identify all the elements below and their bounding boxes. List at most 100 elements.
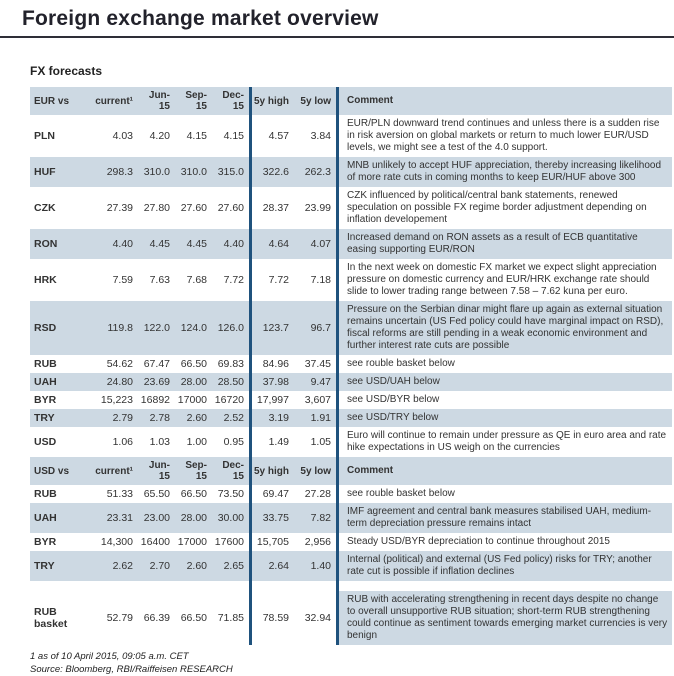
column-header-6-text: 5y low: [300, 95, 331, 107]
range-low-text: 27.28: [304, 488, 331, 500]
column-header-5-text: 5y high: [253, 95, 289, 107]
column-header-6: 5y low: [294, 87, 336, 115]
table-row: RSD 119.8 122.0 124.0 126.0 123.7 96.7 Pressure…: [30, 301, 672, 355]
table-row: TRY 2.62 2.70 2.60 2.65 2.64 1.40 Internal (pol…: [30, 551, 672, 581]
currency-label: BYR: [30, 391, 86, 409]
range-high: 322.6: [249, 157, 294, 187]
comment-cell-text: see USD/TRY below: [347, 412, 439, 423]
comment-cell-text: Euro will continue to remain under press…: [347, 430, 667, 453]
range-low: 7.82: [294, 503, 336, 533]
table-row: UAH 23.31 23.00 28.00 30.00 33.75 7.82 IMF agre…: [30, 503, 672, 533]
forecast-sep: 4.15: [175, 115, 212, 157]
range-low-text: 9.47: [310, 376, 331, 388]
column-header-4: Dec-15: [212, 457, 249, 485]
current-value-text: 24.80: [106, 376, 133, 388]
range-high-text: 28.37: [262, 202, 289, 214]
comment-cell: EUR/PLN downward trend continues and unl…: [336, 115, 672, 157]
comment-cell-text: IMF agreement and central bank measures …: [347, 506, 652, 529]
forecast-sep: 28.00: [175, 503, 212, 533]
currency-label: RUB basket: [30, 591, 86, 645]
range-low-text: 32.94: [304, 612, 331, 624]
column-header-5: 5y high: [249, 87, 294, 115]
forecast-dec: 73.50: [212, 485, 249, 503]
current-value-text: 52.79: [106, 612, 133, 624]
forecast-dec: 7.72: [212, 259, 249, 301]
comment-cell: RUB with accelerating strengthening in r…: [336, 591, 672, 645]
table-header-row: USD vs current¹ Jun-15 Sep-15 Dec-15 5y high 5…: [30, 457, 672, 485]
range-low-text: 1.40: [310, 560, 331, 572]
range-high: 69.47: [249, 485, 294, 503]
range-low-text: 2,956: [304, 536, 331, 548]
comment-cell-text: CZK influenced by political/central bank…: [347, 190, 647, 225]
forecast-dec-text: 17600: [214, 536, 244, 548]
forecast-dec: 30.00: [212, 503, 249, 533]
forecast-dec-text: 27.60: [217, 202, 244, 214]
column-header-1-text: current¹: [95, 95, 133, 107]
currency-label: TRY: [30, 409, 86, 427]
column-header-2-text: Jun-15: [148, 460, 170, 482]
forecast-sep: 310.0: [175, 157, 212, 187]
comment-cell-text: EUR/PLN downward trend continues and unl…: [347, 118, 660, 153]
current-value-text: 2.62: [112, 560, 133, 572]
content-area: FX forecasts EUR vs current¹ Jun-15 Sep-15 D…: [0, 64, 674, 676]
range-low-text: 23.99: [304, 202, 331, 214]
forecast-jun: 2.78: [138, 409, 175, 427]
forecast-jun: 2.70: [138, 551, 175, 581]
range-high-text: 1.49: [268, 436, 289, 448]
table-header-row: EUR vs current¹ Jun-15 Sep-15 Dec-15 5y high 5…: [30, 87, 672, 115]
range-low: 4.07: [294, 229, 336, 259]
range-high-text: 15,705: [256, 536, 289, 548]
current-value: 27.39: [86, 187, 138, 229]
forecast-jun-text: 2.78: [149, 412, 170, 424]
range-high: 4.64: [249, 229, 294, 259]
forecast-jun: 1.03: [138, 427, 175, 457]
comment-cell: see USD/BYR below: [336, 391, 672, 409]
range-low-text: 7.82: [310, 512, 331, 524]
range-low-text: 4.07: [310, 238, 331, 250]
forecast-sep: 28.00: [175, 373, 212, 391]
forecast-dec: 4.40: [212, 229, 249, 259]
forecast-dec: 69.83: [212, 355, 249, 373]
range-high-text: 78.59: [262, 612, 289, 624]
table-row: PLN 4.03 4.20 4.15 4.15 4.57 3.84 EUR/PLN downw…: [30, 115, 672, 157]
spacer-left: [30, 581, 249, 591]
currency-label: UAH: [30, 373, 86, 391]
currency-label-text: BYR: [34, 536, 57, 548]
forecast-dec: 27.60: [212, 187, 249, 229]
currency-label: RUB: [30, 485, 86, 503]
forecast-jun-text: 23.69: [143, 376, 170, 388]
range-low-text: 1.05: [310, 436, 331, 448]
forecast-dec-text: 69.83: [217, 358, 244, 370]
column-header-7-text: Comment: [347, 465, 394, 476]
column-header-3-text: Sep-15: [185, 90, 207, 112]
range-high-text: 2.64: [268, 560, 289, 572]
forecast-jun: 7.63: [138, 259, 175, 301]
current-value: 2.79: [86, 409, 138, 427]
range-high: 1.49: [249, 427, 294, 457]
forecast-jun: 27.80: [138, 187, 175, 229]
currency-label: HRK: [30, 259, 86, 301]
column-header-3: Sep-15: [175, 457, 212, 485]
current-value: 51.33: [86, 485, 138, 503]
forecast-dec: 2.52: [212, 409, 249, 427]
column-header-0: EUR vs: [30, 87, 86, 115]
table-row: RUB 51.33 65.50 66.50 73.50 69.47 27.28 see rou…: [30, 485, 672, 503]
comment-cell: MNB unlikely to accept HUF appreciation,…: [336, 157, 672, 187]
comment-cell: CZK influenced by political/central bank…: [336, 187, 672, 229]
forecast-sep-text: 124.0: [180, 322, 207, 334]
range-low-text: 3.84: [310, 130, 331, 142]
title-rule: [0, 36, 674, 38]
current-value-text: 298.3: [106, 166, 133, 178]
current-value-text: 1.06: [112, 436, 133, 448]
currency-label: USD: [30, 427, 86, 457]
forecast-sep: 2.60: [175, 409, 212, 427]
forecast-sep: 2.60: [175, 551, 212, 581]
forecast-dec-text: 73.50: [217, 488, 244, 500]
range-high-text: 69.47: [262, 488, 289, 500]
range-low: 1.40: [294, 551, 336, 581]
currency-label-text: HRK: [34, 274, 57, 286]
forecast-sep-text: 17000: [177, 536, 207, 548]
column-header-1: current¹: [86, 457, 138, 485]
forecast-sep-text: 2.60: [186, 560, 207, 572]
